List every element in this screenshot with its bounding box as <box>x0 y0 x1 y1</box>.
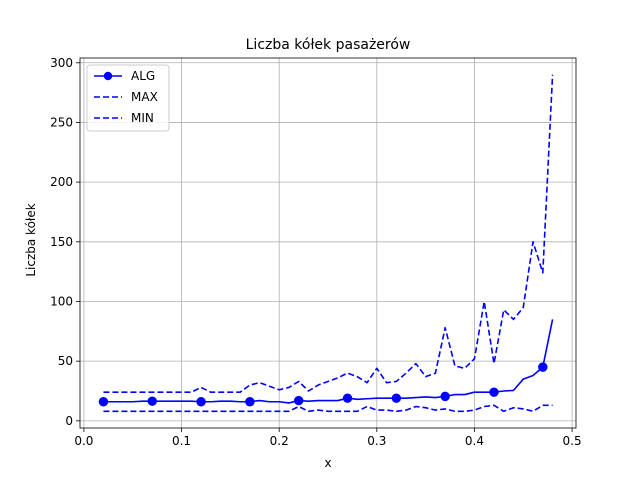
legend-box <box>86 64 170 132</box>
x-axis-label: x <box>324 456 331 470</box>
series-line-max <box>103 74 554 393</box>
legend-marker-alg <box>103 71 113 81</box>
data-point-alg <box>245 397 255 407</box>
data-point-alg <box>391 393 402 403</box>
legend-label-max: MAX <box>131 90 158 104</box>
series-line-alg <box>103 319 554 404</box>
x-tick-label: 0.3 <box>367 434 386 448</box>
x-tick-label: 0.4 <box>465 434 484 448</box>
y-axis-label: Liczba kółek <box>24 203 38 276</box>
data-point-alg <box>489 387 499 397</box>
x-tick-label: 0.1 <box>172 434 191 448</box>
x-axis: 0.0 0.1 0.2 0.3 0.4 0.5 <box>74 428 582 448</box>
y-tick-label: 250 <box>50 115 73 129</box>
chart-title: Liczba kółek pasażerów <box>246 37 411 53</box>
x-tick-label: 0.5 <box>563 434 582 448</box>
data-point-alg <box>538 362 548 372</box>
x-tick-label: 0.0 <box>74 434 93 448</box>
x-tick-label: 0.2 <box>270 434 289 448</box>
data-point-alg <box>440 391 450 402</box>
data-point-alg <box>98 397 109 407</box>
data-point-alg <box>342 393 353 403</box>
legend-label-alg: ALG <box>131 69 155 83</box>
data-point-alg <box>147 396 157 406</box>
data-point-alg <box>294 395 304 406</box>
series-layer <box>98 74 554 413</box>
y-tick-label: 50 <box>58 354 73 368</box>
legend-label-min: MIN <box>131 111 154 125</box>
legend: ALG MAX MIN <box>86 64 170 132</box>
plot-frame <box>79 57 577 429</box>
y-tick-label: 300 <box>50 56 73 70</box>
series-line-min <box>103 404 553 413</box>
y-tick-label: 100 <box>50 294 73 308</box>
data-point-alg <box>196 397 206 407</box>
y-tick-label: 0 <box>65 414 73 428</box>
y-tick-label: 200 <box>50 175 73 189</box>
grid <box>80 58 576 428</box>
y-tick-label: 150 <box>50 235 73 249</box>
y-axis: 0 50 100 150 200 250 300 <box>50 56 80 428</box>
